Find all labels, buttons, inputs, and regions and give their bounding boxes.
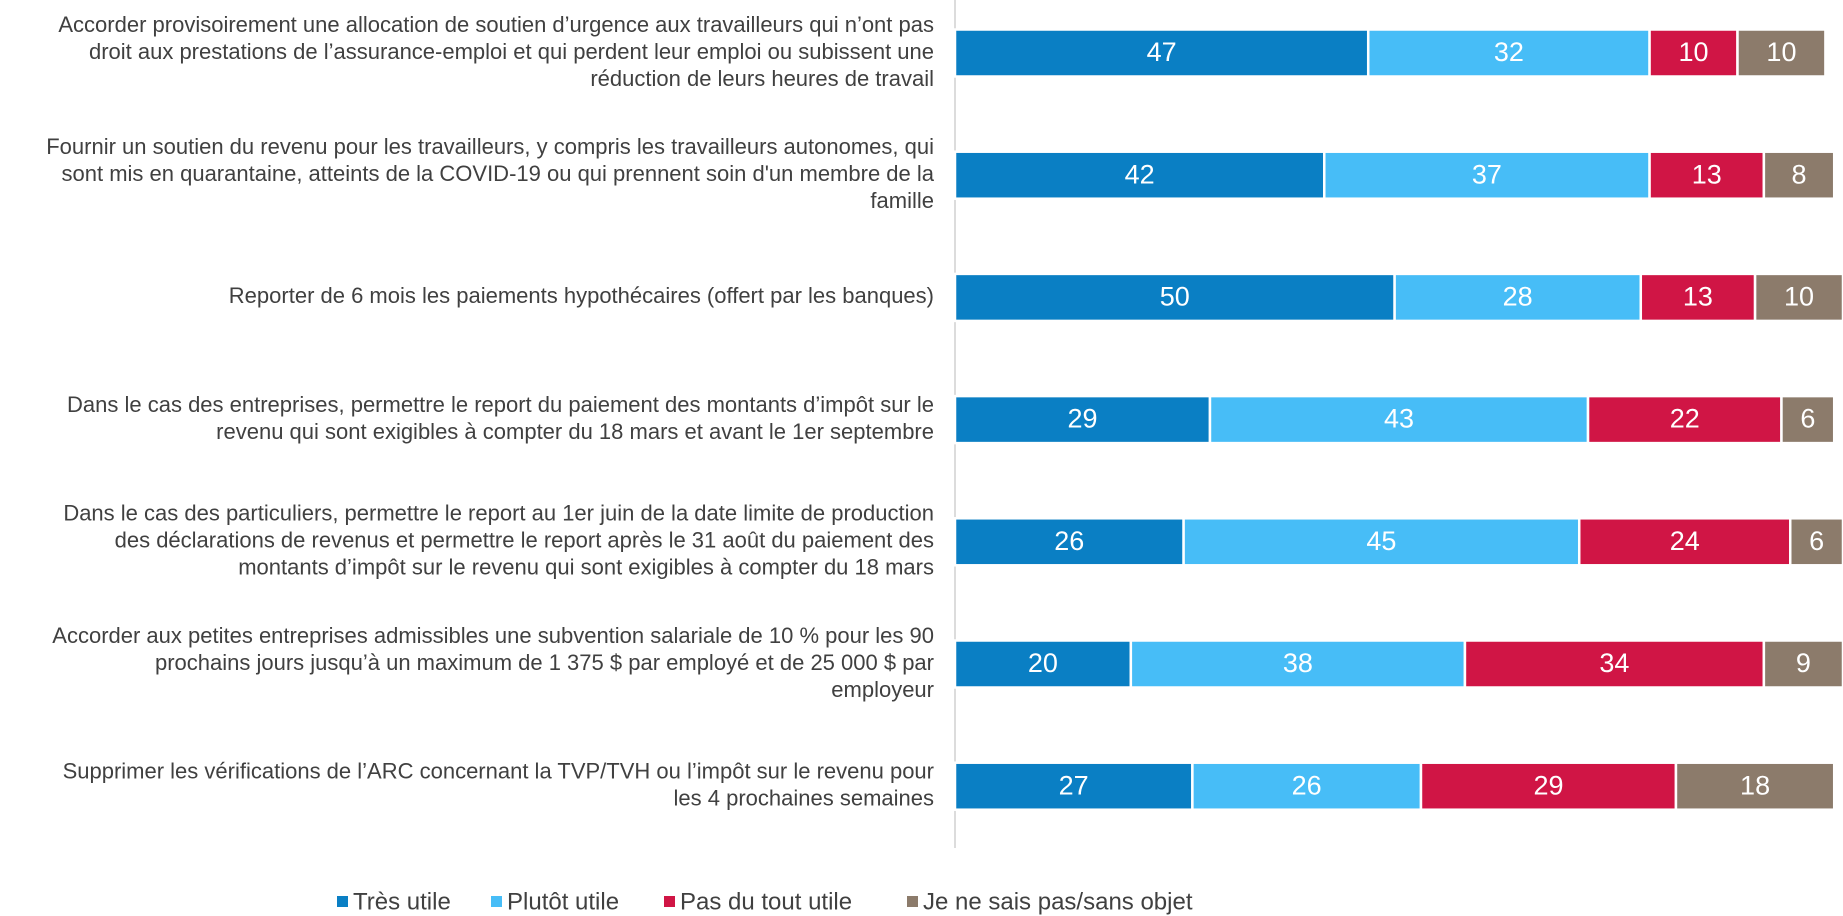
bar-segment [953,517,1185,567]
category-label: prochains jours jusqu’à un maximum de 1 … [155,650,934,675]
category-label: Supprimer les vérifications de l’ARC con… [63,759,934,784]
category-label: Fournir un soutien du revenu pour les tr… [46,134,934,159]
data-label: 29 [1067,404,1097,434]
bar-segment [1780,394,1836,445]
bar-segment [1463,639,1766,689]
bar-segment [1788,517,1843,567]
data-label: 10 [1784,282,1814,312]
bar-segment [1648,28,1739,78]
bar-segment [1419,761,1678,811]
bar-segment [1639,272,1757,323]
data-label: 9 [1796,648,1811,678]
category-label: employeur [831,677,934,702]
category-label: montants d’impôt sur le revenu qui sont … [238,555,934,580]
data-label: 6 [1800,404,1815,434]
category-label: Dans le cas des entreprises, permettre l… [67,392,934,417]
legend-label: Pas du tout utile [680,888,852,915]
bar-segment [1208,394,1590,445]
data-label: 32 [1494,37,1524,67]
legend-swatch [664,896,675,907]
data-label: 43 [1384,404,1414,434]
bar-segment [1393,272,1643,323]
data-label: 29 [1533,770,1563,800]
legend-swatch [491,896,502,907]
data-label: 13 [1683,282,1713,312]
data-label: 50 [1160,282,1190,312]
bar-segment [953,761,1194,811]
data-label: 22 [1670,404,1700,434]
category-label: réduction de leurs heures de travail [590,66,934,91]
category-label: famille [870,188,934,213]
bar-segment [1674,761,1836,811]
category-label: Accorder provisoirement une allocation d… [58,12,934,37]
data-label: 26 [1054,526,1084,556]
data-label: 20 [1028,648,1058,678]
data-label: 34 [1599,648,1629,678]
legend-label: Plutôt utile [507,888,619,915]
data-label: 27 [1059,770,1089,800]
category-label: Dans le cas des particuliers, permettre … [63,501,934,526]
data-label: 28 [1503,282,1533,312]
category-label: Accorder aux petites entreprises admissi… [52,623,934,648]
data-label: 24 [1670,526,1700,556]
data-label: 42 [1125,159,1155,189]
bar-segment [1753,272,1843,323]
bar-segment [953,272,1396,323]
data-label: 13 [1692,159,1722,189]
bar-segment [1736,28,1827,78]
category-label: revenu qui sont exigibles à compter du 1… [216,419,934,444]
data-label: 45 [1366,526,1396,556]
bar-segment [1762,150,1836,200]
legend-label: Très utile [353,888,451,915]
category-label: les 4 prochaines semaines [674,786,934,811]
data-label: 47 [1147,37,1177,67]
data-label: 38 [1283,648,1313,678]
category-label: sont mis en quarantaine, atteints de la … [62,161,935,186]
data-label: 10 [1679,37,1709,67]
data-label: 37 [1472,159,1502,189]
data-label: 26 [1292,770,1322,800]
data-label: 6 [1809,526,1824,556]
bar-segment [1762,639,1843,689]
data-label: 10 [1766,37,1796,67]
data-label: 8 [1792,159,1807,189]
category-label: droit aux prestations de l’assurance-emp… [89,39,934,64]
legend-swatch [907,896,918,907]
bar-segment [1366,28,1651,78]
data-label: 18 [1740,770,1770,800]
category-label: Reporter de 6 mois les paiements hypothé… [229,283,934,308]
legend-swatch [337,896,348,907]
bar-segment [1577,517,1792,567]
category-label: des déclarations de revenus et permettre… [115,528,934,553]
legend-label: Je ne sais pas/sans objet [923,888,1193,915]
